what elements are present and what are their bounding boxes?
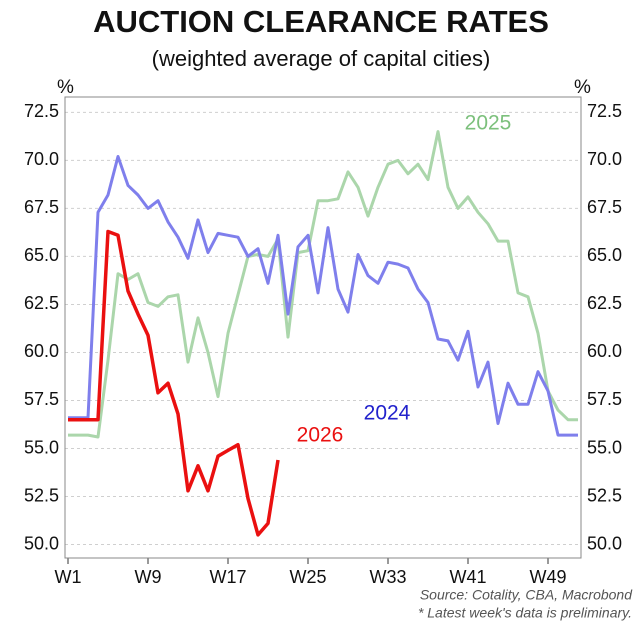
series-line xyxy=(68,229,280,537)
y2-tick-label: 50.0 xyxy=(587,533,622,553)
y2-tick-label: 57.5 xyxy=(587,389,622,409)
chart-title: AUCTION CLEARANCE RATES xyxy=(93,4,549,39)
y-tick-label: 67.5 xyxy=(24,197,59,217)
y2-tick-label: 60.0 xyxy=(587,341,622,361)
y-tick-label: 72.5 xyxy=(24,101,59,121)
plot-frame xyxy=(64,96,582,559)
y2-tick-label: 52.5 xyxy=(587,485,622,505)
series-label: 2024 xyxy=(364,402,411,425)
y2-tick-label: 70.0 xyxy=(587,149,622,169)
y2-tick-label: 65.0 xyxy=(587,245,622,265)
series-label: 2025 xyxy=(465,112,512,135)
y-tick-label: 60.0 xyxy=(24,341,59,361)
series-label: 2026 xyxy=(297,424,344,447)
source: Source: Cotality, CBA, Macrobond xyxy=(420,587,633,603)
x-tick-label: W1 xyxy=(55,567,82,587)
series-line xyxy=(68,130,578,439)
x-tick-label: W25 xyxy=(289,567,326,587)
y-tick-label: 65.0 xyxy=(24,245,59,265)
x-tick-label: W9 xyxy=(135,567,162,587)
y-tick-label: 70.0 xyxy=(24,149,59,169)
y-tick-label: 55.0 xyxy=(24,437,59,457)
chart-subtitle: (weighted average of capital cities) xyxy=(152,46,491,71)
y-axis-label: % xyxy=(57,77,74,98)
y2-tick-label: 55.0 xyxy=(587,437,622,457)
y2-axis-label: % xyxy=(574,77,591,98)
y2-tick-label: 62.5 xyxy=(587,293,622,313)
y-tick-label: 62.5 xyxy=(24,293,59,313)
x-tick-label: W49 xyxy=(529,567,566,587)
y2-tick-label: 67.5 xyxy=(587,197,622,217)
x-tick-label: W17 xyxy=(209,567,246,587)
x-tick-label: W41 xyxy=(449,567,486,587)
y-tick-label: 52.5 xyxy=(24,485,59,505)
y2-tick-label: 72.5 xyxy=(587,101,622,121)
x-tick-label: W33 xyxy=(369,567,406,587)
note: * Latest week's data is preliminary. xyxy=(418,605,632,621)
y-tick-label: 50.0 xyxy=(24,533,59,553)
series-line xyxy=(68,155,578,437)
y-tick-label: 57.5 xyxy=(24,389,59,409)
